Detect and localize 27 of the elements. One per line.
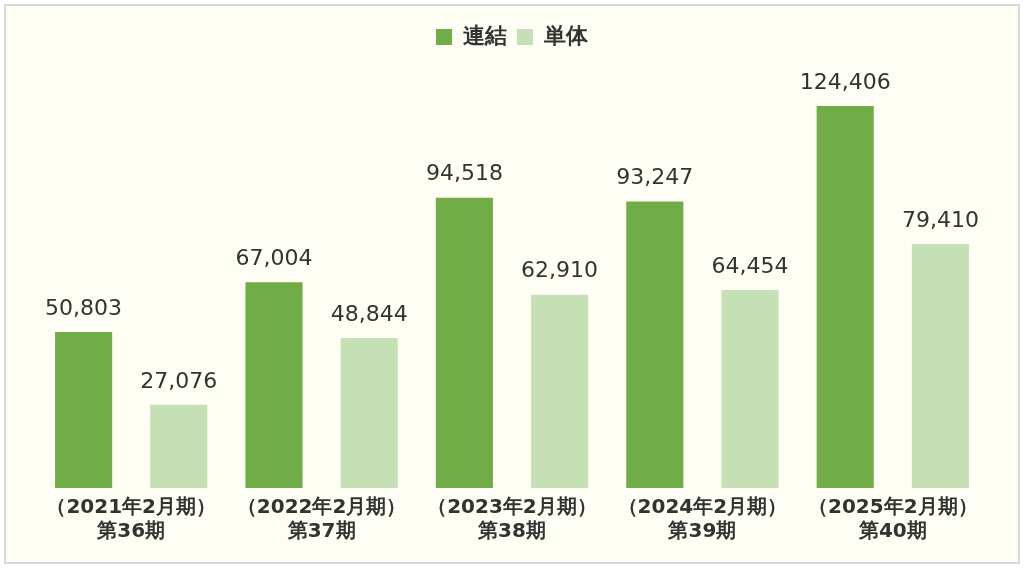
bar <box>721 290 779 488</box>
x-tick-label: （2022年2月期）第37期 <box>236 494 407 543</box>
bar <box>626 201 684 488</box>
bar <box>816 105 874 488</box>
bar <box>150 404 208 488</box>
bar <box>911 244 969 488</box>
bar <box>55 331 113 488</box>
legend-label: 連結 <box>463 22 507 48</box>
data-label: 27,076 <box>140 367 218 393</box>
data-label: 67,004 <box>235 244 313 270</box>
bar <box>531 294 589 488</box>
data-label: 124,406 <box>799 68 891 94</box>
x-tick-label: （2023年2月期）第38期 <box>427 494 597 543</box>
data-label: 48,844 <box>330 300 408 326</box>
data-label: 93,247 <box>616 164 694 190</box>
data-label: 64,454 <box>711 252 789 278</box>
data-label: 94,518 <box>425 160 503 186</box>
data-label: 50,803 <box>45 294 123 320</box>
bar <box>435 197 493 488</box>
data-label: 62,910 <box>521 257 599 283</box>
bar <box>340 337 398 488</box>
legend-label: 単体 <box>543 22 589 48</box>
data-label: 79,410 <box>901 206 979 232</box>
x-tick-label: （2021年2月期）第36期 <box>46 494 216 543</box>
x-tick-label: （2025年2月期）第40期 <box>808 494 978 543</box>
x-tick-label: （2024年2月期）第39期 <box>617 494 788 543</box>
bar <box>245 282 303 488</box>
